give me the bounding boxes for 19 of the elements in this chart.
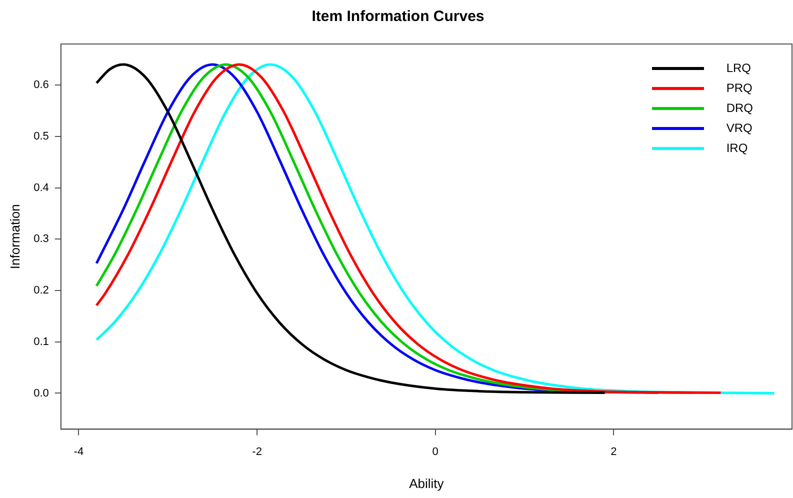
legend-label: PRQ bbox=[726, 81, 752, 95]
y-tick-label: 0.4 bbox=[34, 182, 49, 194]
y-axis-title: Information bbox=[7, 204, 22, 270]
y-tick-label: 0.2 bbox=[34, 284, 49, 297]
legend-label: IRQ bbox=[726, 141, 748, 155]
y-tick-label: 0.3 bbox=[34, 233, 49, 246]
x-tick-label: 0 bbox=[432, 446, 438, 458]
x-axis-title: Ability bbox=[409, 476, 444, 491]
legend-label: VRQ bbox=[726, 121, 752, 135]
x-tick-label: 2 bbox=[610, 446, 617, 458]
y-tick-label: 0.5 bbox=[34, 130, 49, 142]
legend-label: LRQ bbox=[726, 61, 752, 75]
x-tick-label: -4 bbox=[74, 446, 84, 458]
chart-title: Item Information Curves bbox=[312, 8, 484, 26]
legend-label: DRQ bbox=[726, 101, 753, 115]
y-tick-label: 0.1 bbox=[34, 336, 49, 348]
y-tick-label: 0.6 bbox=[34, 79, 49, 92]
x-tick-label: -2 bbox=[252, 446, 262, 458]
y-tick-label: 0.0 bbox=[34, 387, 49, 400]
